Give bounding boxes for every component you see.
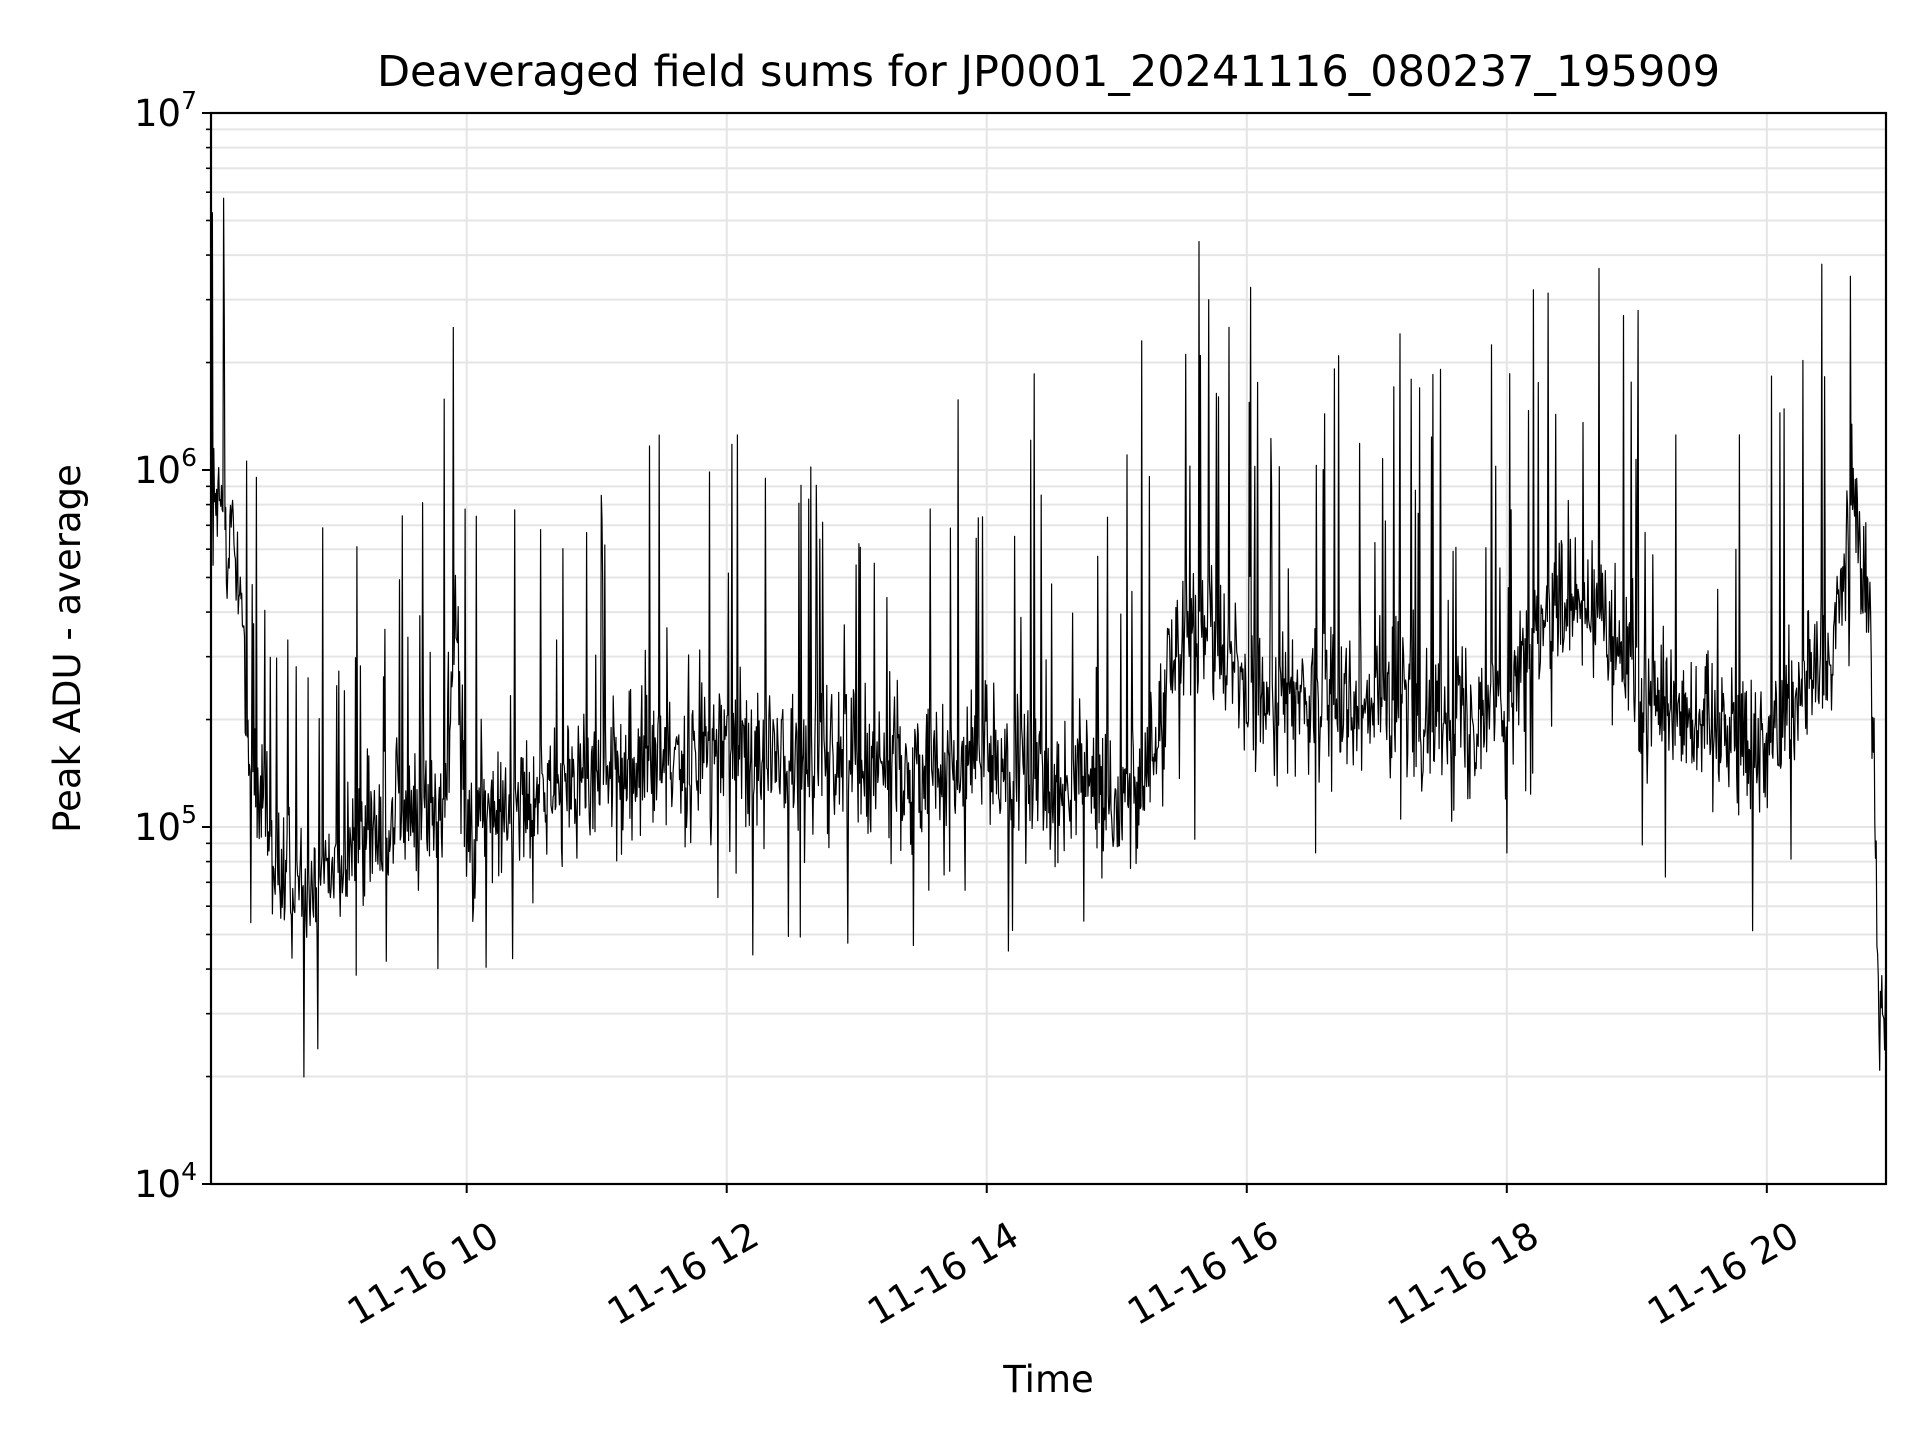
y-axis-label: Peak ADU - average [46,464,89,833]
chart-title: Deaveraged field sums for JP0001_2024111… [377,47,1720,97]
grid [211,112,1886,1185]
y-tick-label: 104 [134,1157,197,1206]
x-axis-label: Time [1002,1358,1094,1401]
series-layer [210,197,1887,1078]
y-tick-label: 107 [134,86,197,135]
y-tick-label: 106 [134,443,197,492]
plot-frame [209,111,1888,1186]
series-line-0 [210,197,1887,1078]
y-tick-label: 105 [134,800,197,849]
